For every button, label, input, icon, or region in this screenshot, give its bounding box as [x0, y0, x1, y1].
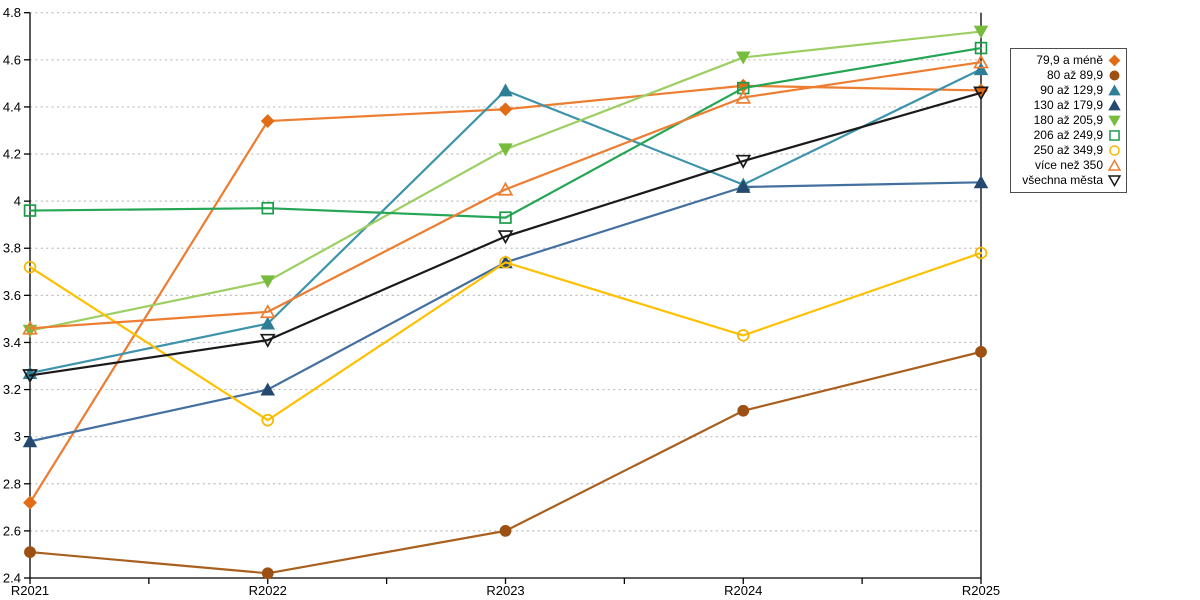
x-tick-label: R2025 [962, 583, 1000, 598]
legend-item: všechna města [1015, 173, 1121, 188]
legend-item: 250 až 349,9 [1015, 143, 1121, 158]
series-6 [23, 246, 988, 427]
series-1 [24, 345, 987, 580]
series-8 [22, 86, 989, 384]
legend-item: více než 350 [1015, 158, 1121, 173]
x-tick-label: R2023 [486, 583, 524, 598]
y-tick-label: 3.8 [3, 241, 21, 256]
legend-triangle-up-icon [1108, 159, 1121, 171]
legend-item-label: 250 až 349,9 [1033, 143, 1103, 157]
y-tick-label: 2.4 [3, 571, 21, 586]
legend-triangle-up-icon [1108, 84, 1121, 96]
legend-item-label: 206 až 249,9 [1033, 128, 1103, 142]
legend-item: 206 až 249,9 [1015, 128, 1121, 143]
y-tick-label: 3.4 [3, 335, 21, 350]
legend: 79,9 a méně 80 až 89,9 90 až 129,9 130 až 1… [1010, 48, 1127, 193]
series-4 [22, 25, 989, 338]
legend-triangle-down-icon [1108, 175, 1121, 187]
legend-diamond-icon [1108, 54, 1121, 67]
y-tick-label: 4 [14, 194, 21, 209]
x-tick-label: R2022 [249, 583, 287, 598]
legend-item-label: 90 až 129,9 [1040, 83, 1103, 97]
y-tick-label: 2.8 [3, 476, 21, 491]
legend-item: 130 až 179,9 [1015, 98, 1121, 113]
legend-triangle-up-icon [1108, 99, 1121, 111]
y-tick-label: 2.6 [3, 523, 21, 538]
y-tick-label: 3.6 [3, 288, 21, 303]
legend-item-label: 130 až 179,9 [1033, 98, 1103, 112]
y-tick-label: 3 [14, 429, 21, 444]
y-tick-label: 4.4 [3, 99, 21, 114]
legend-circle-icon [1109, 145, 1120, 156]
legend-item-label: všechna města [1022, 173, 1103, 187]
x-tick-label: R2024 [724, 583, 762, 598]
legend-item-label: více než 350 [1034, 158, 1103, 172]
y-tick-label: 3.2 [3, 382, 21, 397]
legend-item: 80 až 89,9 [1015, 68, 1121, 83]
series-5 [23, 41, 988, 224]
legend-item: 180 až 205,9 [1015, 113, 1121, 128]
legend-triangle-down-icon [1108, 115, 1121, 127]
legend-item: 79,9 a méně [1015, 53, 1121, 68]
y-tick-label: 4.6 [3, 52, 21, 67]
legend-circle-icon [1109, 70, 1120, 81]
x-tick-label: R2021 [11, 583, 49, 598]
legend-square-icon [1109, 130, 1120, 141]
legend-item-label: 180 až 205,9 [1033, 113, 1103, 127]
y-tick-label: 4.2 [3, 147, 21, 162]
legend-item-label: 80 až 89,9 [1046, 68, 1103, 82]
legend-item-label: 79,9 a méně [1036, 53, 1103, 67]
legend-item: 90 až 129,9 [1015, 83, 1121, 98]
axes: 2.4 2.6 2.8 3 3.2 3.4 3.6 3.8 4 4.2 4.4 4.6 4.8 R2021… [3, 5, 1000, 598]
series-7 [22, 54, 989, 335]
y-tick-label: 4.8 [3, 5, 21, 20]
